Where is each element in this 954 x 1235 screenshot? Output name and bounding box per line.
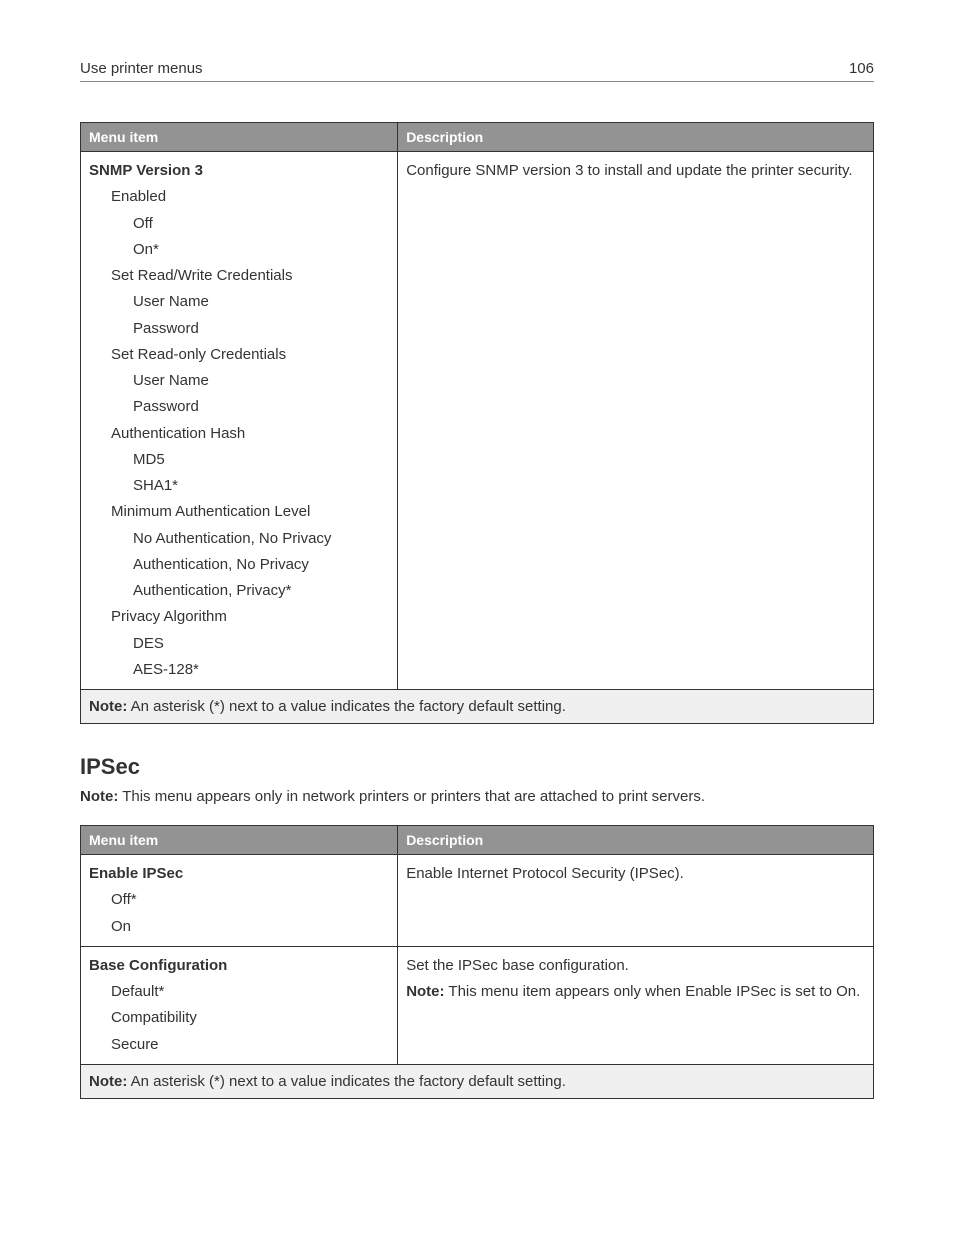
menu-item: Authentication, No Privacy [89,552,389,578]
enable-ipsec-menu-cell: Enable IPSec Off*On [81,855,398,947]
table1-note: Note: An asterisk (*) next to a value in… [81,690,874,724]
table1-col-menu: Menu item [81,123,398,152]
base-config-desc-note: Note: This menu item appears only when E… [406,979,865,1005]
menu-item: Set Read-only Credentials [89,342,389,368]
note-text: This menu item appears only when Enable … [445,983,861,1000]
snmp-table: Menu item Description SNMP Version 3 Ena… [80,122,874,724]
snmp-desc-cell: Configure SNMP version 3 to install and … [398,152,874,690]
table-note-row: Note: An asterisk (*) next to a value in… [81,1064,874,1098]
menu-item: Password [89,316,389,342]
menu-item: DES [89,631,389,657]
menu-item: AES-128* [89,657,389,683]
table-row: Enable IPSec Off*On Enable Internet Prot… [81,855,874,947]
menu-item: Password [89,394,389,420]
note-label: Note: [80,788,118,805]
table2-note: Note: An asterisk (*) next to a value in… [81,1064,874,1098]
base-config-menu-cell: Base Configuration Default*Compatibility… [81,946,398,1064]
ipsec-heading: IPSec [80,754,874,780]
menu-item: On* [89,237,389,263]
menu-item: Authentication, Privacy* [89,578,389,604]
note-text: This menu appears only in network printe… [118,788,705,805]
menu-item: Secure [89,1032,389,1058]
enable-ipsec-desc-cell: Enable Internet Protocol Security (IPSec… [398,855,874,947]
base-config-title: Base Configuration [89,953,389,979]
enable-ipsec-title: Enable IPSec [89,861,389,887]
ipsec-section-note: Note: This menu appears only in network … [80,788,874,805]
menu-item: Authentication Hash [89,421,389,447]
menu-item: SHA1* [89,473,389,499]
table-note-row: Note: An asterisk (*) next to a value in… [81,690,874,724]
header-page-number: 106 [849,60,874,77]
table2-col-menu: Menu item [81,826,398,855]
note-label: Note: [406,983,444,1000]
page-header: Use printer menus 106 [80,60,874,82]
table-row: SNMP Version 3 EnabledOffOn*Set Read/Wri… [81,152,874,690]
table-row: Base Configuration Default*Compatibility… [81,946,874,1064]
base-config-desc-line1: Set the IPSec base configuration. [406,953,865,979]
note-label: Note: [89,698,127,715]
note-text: An asterisk (*) next to a value indicate… [127,1073,566,1090]
menu-item: User Name [89,289,389,315]
menu-item: MD5 [89,447,389,473]
menu-item: No Authentication, No Privacy [89,526,389,552]
menu-item: Enabled [89,184,389,210]
menu-item: User Name [89,368,389,394]
menu-item: On [89,914,389,940]
menu-item: Off [89,211,389,237]
note-text: An asterisk (*) next to a value indicate… [127,698,566,715]
table2-col-desc: Description [398,826,874,855]
menu-item: Off* [89,887,389,913]
table1-col-desc: Description [398,123,874,152]
menu-item: Privacy Algorithm [89,604,389,630]
menu-item: Minimum Authentication Level [89,499,389,525]
menu-item: Compatibility [89,1005,389,1031]
note-label: Note: [89,1073,127,1090]
menu-item: Default* [89,979,389,1005]
header-title: Use printer menus [80,60,203,77]
menu-item: Set Read/Write Credentials [89,263,389,289]
ipsec-table: Menu item Description Enable IPSec Off*O… [80,825,874,1099]
base-config-desc-cell: Set the IPSec base configuration. Note: … [398,946,874,1064]
snmp-menu-cell: SNMP Version 3 EnabledOffOn*Set Read/Wri… [81,152,398,690]
snmp-title: SNMP Version 3 [89,158,389,184]
